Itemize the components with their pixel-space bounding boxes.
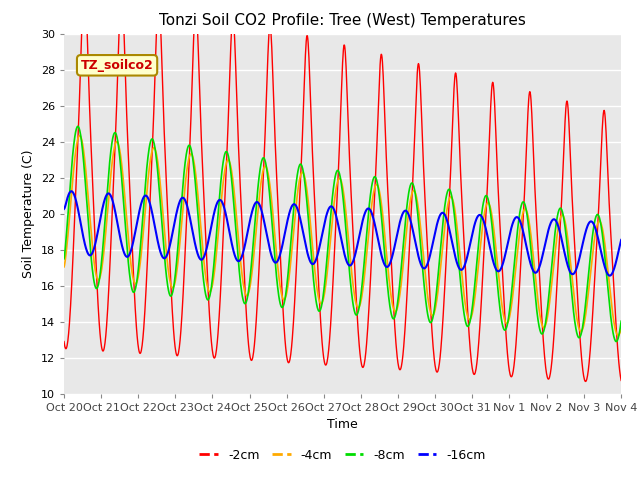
-4cm [502, 319, 509, 325]
Title: Tonzi Soil CO2 Profile: Tree (West) Temperatures: Tonzi Soil CO2 Profile: Tree (West) Temp… [159, 13, 526, 28]
Legend: -2cm, -4cm, -8cm, -16cm: -2cm, -4cm, -8cm, -16cm [194, 444, 491, 467]
-4cm [335, 176, 342, 182]
-8cm [60, 256, 68, 262]
-4cm [346, 252, 354, 257]
-2cm [60, 339, 68, 345]
-16cm [502, 251, 509, 256]
-4cm [76, 132, 84, 138]
-2cm [589, 313, 596, 319]
-2cm [619, 381, 627, 387]
-2cm [346, 166, 354, 171]
-4cm [154, 156, 161, 161]
Y-axis label: Soil Temperature (C): Soil Temperature (C) [22, 149, 35, 278]
-2cm [502, 324, 509, 329]
-16cm [60, 206, 68, 212]
-8cm [589, 232, 596, 238]
Text: TZ_soilco2: TZ_soilco2 [81, 59, 154, 72]
-16cm [154, 236, 161, 242]
Line: -16cm: -16cm [64, 191, 640, 277]
-8cm [502, 327, 509, 333]
Line: -4cm: -4cm [64, 135, 640, 339]
-2cm [335, 160, 342, 166]
X-axis label: Time: Time [327, 418, 358, 431]
-8cm [346, 274, 354, 280]
-4cm [589, 252, 596, 257]
Line: -8cm: -8cm [64, 126, 640, 345]
-4cm [60, 264, 68, 270]
-16cm [335, 224, 342, 230]
-8cm [335, 168, 342, 174]
-2cm [154, 10, 161, 15]
Line: -2cm: -2cm [64, 0, 640, 384]
-16cm [67, 188, 75, 194]
-16cm [346, 263, 354, 268]
-8cm [154, 164, 161, 169]
-16cm [589, 219, 596, 225]
-8cm [74, 123, 82, 129]
